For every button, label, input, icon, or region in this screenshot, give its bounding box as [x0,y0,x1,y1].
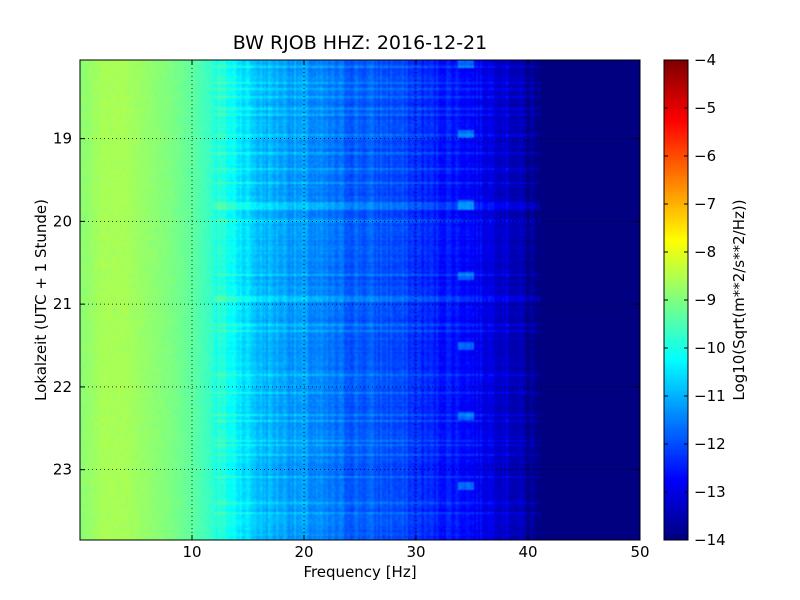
colorbar-tick-label: −5 [694,99,716,117]
y-tick-label: 23 [53,461,72,479]
x-tick-label: 40 [518,543,537,561]
plot-frame [79,59,641,541]
x-tick-label: 30 [406,543,425,561]
y-axis-label: Lokalzeit (UTC + 1 Stunde) [32,199,50,401]
colorbar-tick-label: −13 [694,483,726,501]
grid-lines [80,60,640,540]
y-tick-label: 22 [53,378,72,396]
colorbar-tick-label: −6 [694,147,716,165]
x-tick-label: 50 [630,543,649,561]
colorbar-tick-label: −12 [694,435,726,453]
x-axis-label: Frequency [Hz] [303,563,416,581]
y-axis: 19 20 21 22 23 [53,130,640,479]
y-tick-label: 20 [53,212,72,230]
colorbar-tick-label: −4 [694,51,716,69]
x-tick-label: 10 [182,543,201,561]
colorbar-ticks: −4 −5 −6 −7 −8 −9 −10 −11 −12 −13 −14 [664,51,726,549]
colorbar-tick-label: −7 [694,195,716,213]
y-tick-label: 21 [53,295,72,313]
x-axis: 10 20 30 40 50 [182,60,650,561]
colorbar-tick-label: −8 [694,243,716,261]
colorbar-label: Log10(Sqrt(m**2/s**2/Hz)) [730,199,748,400]
plot-area: 10 20 30 40 50 19 20 21 22 23 [53,59,650,561]
chart-title: BW RJOB HHZ: 2016-12-21 [233,32,487,54]
colorbar: −4 −5 −6 −7 −8 −9 −10 −11 −12 −13 −14 Log10(Sqrt(m… [663,51,748,549]
colorbar-tick-label: −9 [694,291,716,309]
colorbar-tick-label: −10 [694,339,726,357]
y-tick-label: 19 [53,130,72,148]
colorbar-tick-label: −14 [694,531,726,549]
x-tick-label: 20 [294,543,313,561]
spectrogram-heatmap [80,60,640,540]
colorbar-tick-label: −11 [694,387,726,405]
